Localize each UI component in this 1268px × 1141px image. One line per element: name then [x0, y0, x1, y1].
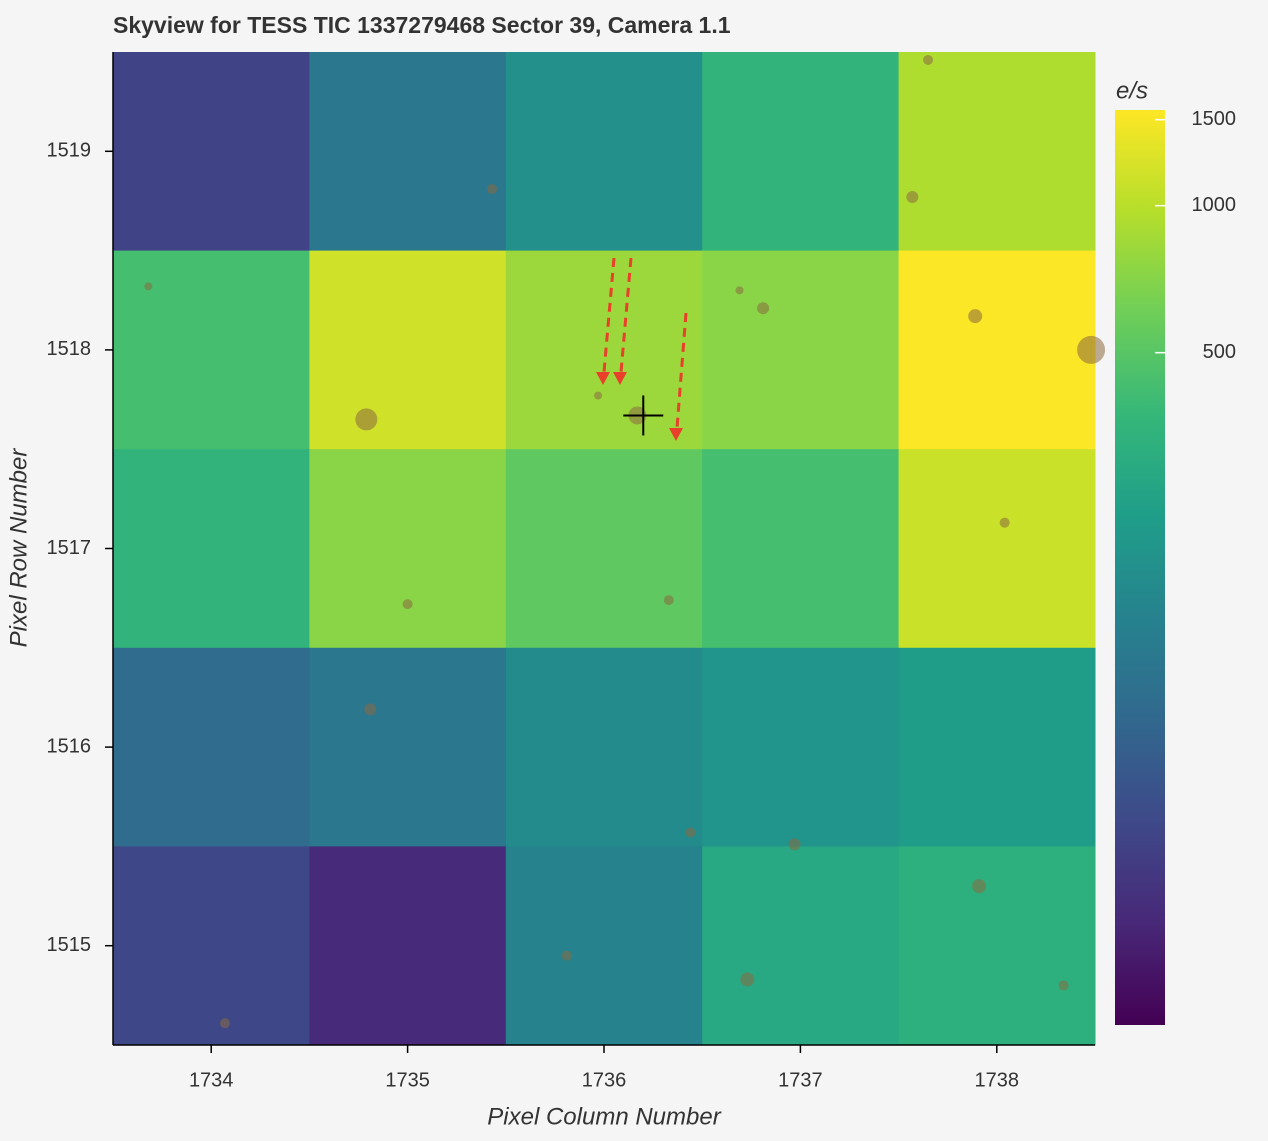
pixel-cell: [113, 449, 310, 649]
x-tick-label: 1735: [385, 1069, 430, 1091]
star: [740, 972, 755, 987]
pixel-cell: [505, 846, 703, 1046]
pixel-cell: [898, 52, 1096, 252]
pixel-cell: [898, 846, 1096, 1046]
star: [402, 599, 413, 610]
pixel-cell: [505, 52, 703, 252]
star: [735, 286, 744, 295]
x-tick-label: 1734: [189, 1069, 234, 1091]
axes: 1734 1735 1736 1737 1738 1515 1516 1517 1518 1519: [47, 52, 1095, 1091]
pixel-cell: [309, 449, 507, 649]
pixel-cell: [898, 647, 1096, 847]
pixel-cell: [113, 846, 310, 1046]
chart-title: Skyview for TESS TIC 1337279468 Sector 3…: [113, 12, 731, 38]
star: [999, 517, 1010, 528]
pixel-cell: [702, 250, 900, 450]
colorbar-tick-label: 500: [1203, 341, 1236, 363]
star: [364, 703, 377, 716]
y-tick-label: 1516: [47, 735, 92, 757]
y-tick-label: 1517: [47, 537, 92, 559]
y-tick-label: 1519: [47, 140, 92, 162]
star: [757, 302, 770, 315]
star: [923, 54, 934, 65]
star: [663, 595, 674, 606]
star: [219, 1018, 230, 1029]
y-tick-label: 1515: [47, 934, 92, 956]
y-axis-label: Pixel Row Number: [5, 448, 32, 648]
colorbar-gradient: [1115, 110, 1165, 1025]
pixel-cell: [505, 647, 703, 847]
stars: [144, 54, 1106, 1029]
pixel-cell: [309, 647, 507, 847]
pixel-cell: [702, 846, 900, 1046]
pixel-cell: [309, 846, 507, 1046]
pixel-cell: [113, 250, 310, 450]
star: [972, 879, 987, 894]
pixel-cell: [309, 52, 507, 252]
star: [144, 282, 153, 291]
pixel-cell: [702, 647, 900, 847]
star: [1077, 335, 1106, 364]
pixel-cell: [113, 647, 310, 847]
y-tick-label: 1518: [47, 338, 92, 360]
colorbar: 500 1000 1500: [1115, 108, 1236, 1025]
pixel-cell: [702, 449, 900, 649]
star: [1058, 980, 1069, 991]
pixel-cell: [309, 250, 507, 450]
proper-motion-arrows: [596, 257, 688, 441]
star: [968, 309, 983, 324]
x-axis-label: Pixel Column Number: [487, 1103, 721, 1130]
star: [685, 827, 696, 838]
pixel-cell: [505, 449, 703, 649]
target-marker: [623, 395, 664, 436]
heatmap: [113, 52, 1096, 1046]
colorbar-tick-label: 1000: [1192, 194, 1237, 216]
colorbar-label: e/s: [1116, 77, 1148, 104]
pixel-cell: [898, 250, 1096, 450]
pixel-cell: [898, 449, 1096, 649]
pixel-cell: [113, 52, 310, 252]
star: [355, 408, 378, 431]
star: [487, 184, 498, 195]
x-tick-label: 1738: [975, 1069, 1020, 1091]
star: [594, 391, 603, 400]
pixel-cell: [505, 250, 703, 450]
x-tick-label: 1737: [778, 1069, 823, 1091]
colorbar-tick-label: 1500: [1192, 108, 1237, 130]
star: [906, 190, 919, 203]
star: [561, 950, 572, 961]
x-tick-label: 1736: [582, 1069, 627, 1091]
pixel-cell: [702, 52, 900, 252]
star: [788, 838, 801, 851]
